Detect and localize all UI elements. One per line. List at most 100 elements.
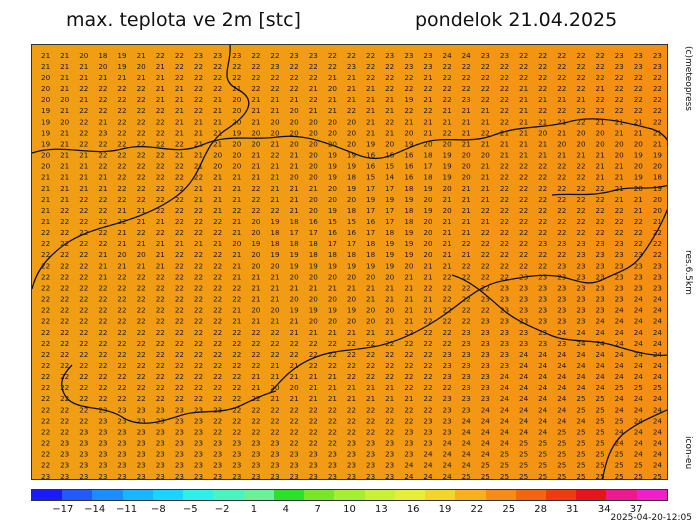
colorbar-tick-label: 34 (597, 504, 611, 515)
temperature-value: 23 (328, 450, 337, 459)
temperature-value: 22 (462, 62, 471, 71)
temperature-value: 20 (232, 106, 242, 115)
temperature-value: 21 (232, 261, 241, 270)
temperature-value: 24 (653, 405, 663, 414)
temperature-value: 23 (98, 428, 107, 437)
temperature-value: 22 (404, 405, 413, 414)
temperature-value: 24 (615, 339, 625, 348)
temperature-value: 25 (519, 450, 528, 459)
temperature-value: 21 (251, 95, 260, 104)
temperature-value: 21 (328, 73, 337, 82)
temperature-value: 23 (156, 416, 165, 425)
temperature-value: 24 (519, 428, 529, 437)
temperature-value: 22 (519, 261, 528, 270)
temperature-value: 22 (156, 361, 165, 370)
temperature-value: 21 (481, 173, 490, 182)
temperature-value: 22 (60, 239, 69, 248)
temperature-value: 22 (98, 84, 107, 93)
temperature-value: 21 (366, 328, 375, 337)
temperature-value: 23 (251, 439, 260, 448)
temperature-value: 20 (347, 272, 357, 281)
temperature-value: 22 (137, 339, 146, 348)
temperature-value: 24 (653, 328, 663, 337)
temperature-value: 23 (519, 295, 528, 304)
temperature-value: 22 (79, 106, 88, 115)
temperature-value: 20 (270, 261, 280, 270)
temperature-value: 16 (404, 173, 414, 182)
temperature-value: 16 (366, 217, 376, 226)
temperature-value: 22 (79, 394, 88, 403)
temperature-value: 22 (270, 339, 279, 348)
temperature-value: 22 (137, 361, 146, 370)
temperature-value: 22 (79, 383, 88, 392)
temperature-value: 23 (194, 450, 203, 459)
temperature-value: 18 (404, 184, 414, 193)
temperature-value: 21 (137, 51, 146, 60)
temperature-value: 21 (251, 151, 260, 160)
temperature-value: 24 (538, 372, 548, 381)
temperature-value: 22 (137, 95, 146, 104)
temperature-value: 22 (366, 62, 375, 71)
temperature-value: 22 (60, 261, 69, 270)
temperature-value-grid: 21 21 20 18 19 21 22 22 23 23 23 22 22 23 23 22 22 22 23 23… (41, 51, 663, 480)
temperature-value: 23 (634, 284, 643, 293)
temperature-value: 22 (60, 206, 69, 215)
temperature-value: 22 (423, 106, 432, 115)
temperature-value: 22 (481, 306, 490, 315)
temperature-value: 21 (538, 95, 547, 104)
temperature-value: 22 (538, 62, 547, 71)
temperature-value: 22 (194, 295, 203, 304)
temperature-value: 21 (366, 128, 375, 137)
temperature-value: 22 (309, 405, 318, 414)
temperature-value: 20 (251, 250, 261, 259)
temperature-value: 22 (366, 428, 375, 437)
temperature-value: 22 (117, 84, 126, 93)
temperature-value: 22 (500, 250, 509, 259)
temperature-value: 23 (213, 51, 222, 60)
temperature-value: 22 (481, 128, 490, 137)
temperature-value: 25 (538, 472, 547, 480)
temperature-value: 21 (576, 151, 585, 160)
temperature-value: 21 (385, 128, 394, 137)
temperature-value: 22 (423, 350, 432, 359)
temperature-value: 21 (481, 195, 490, 204)
temperature-value: 22 (137, 383, 146, 392)
temperature-value: 22 (290, 339, 299, 348)
temperature-value: 23 (481, 383, 490, 392)
temperature-value: 23 (156, 461, 165, 470)
temperature-value: 21 (251, 317, 260, 326)
temperature-value: 20 (347, 140, 357, 149)
temperature-value: 22 (404, 383, 413, 392)
temperature-value: 22 (347, 361, 356, 370)
temperature-value: 23 (423, 439, 432, 448)
temperature-value: 22 (385, 361, 394, 370)
temperature-value: 21 (462, 184, 471, 193)
temperature-value: 21 (290, 195, 299, 204)
colorbar-tick-label: 25 (502, 504, 516, 515)
temperature-value: 22 (576, 84, 585, 93)
temperature-value: 22 (557, 173, 566, 182)
temperature-value: 24 (634, 439, 644, 448)
temperature-value: 22 (500, 206, 509, 215)
temperature-value: 22 (98, 284, 107, 293)
temperature-value: 22 (443, 317, 452, 326)
temperature-value: 23 (596, 239, 605, 248)
temperature-value: 21 (60, 173, 69, 182)
temperature-value: 23 (557, 239, 566, 248)
temperature-value: 22 (538, 173, 547, 182)
temperature-value: 25 (615, 472, 624, 480)
temperature-value: 23 (117, 416, 126, 425)
temperature-value: 21 (251, 272, 260, 281)
temperature-value: 22 (41, 328, 50, 337)
temperature-value: 23 (79, 450, 88, 459)
temperature-value: 20 (290, 106, 300, 115)
temperature-value: 24 (538, 416, 548, 425)
temperature-value: 22 (156, 228, 165, 237)
temperature-value: 22 (557, 84, 566, 93)
temperature-value: 22 (309, 339, 318, 348)
temperature-value: 21 (347, 383, 356, 392)
temperature-value: 22 (60, 339, 69, 348)
temperature-value: 21 (366, 106, 375, 115)
temperature-value: 22 (404, 416, 413, 425)
temperature-value: 20 (309, 117, 319, 126)
